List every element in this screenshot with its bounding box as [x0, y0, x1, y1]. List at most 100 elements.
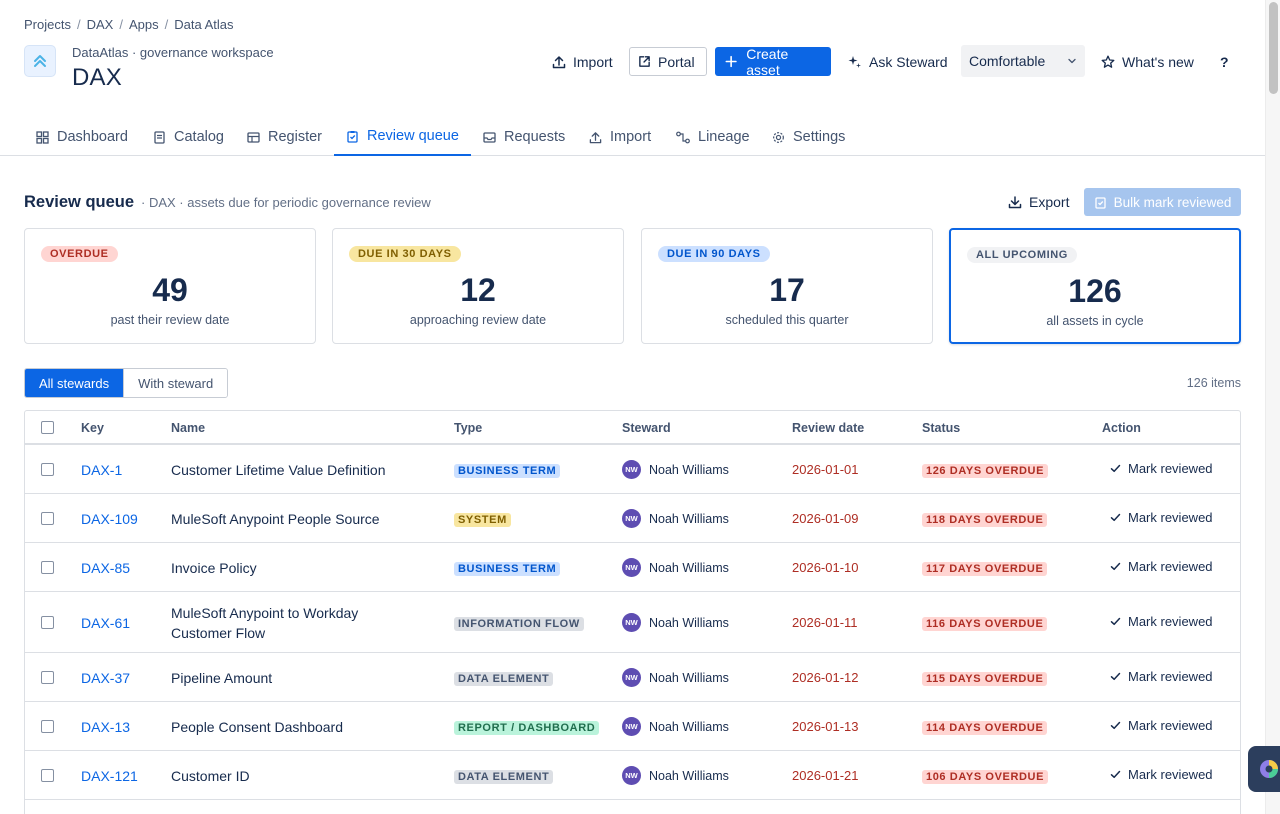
table-row[interactable]: DAX-109 MuleSoft Anypoint People Source SY…: [25, 494, 1240, 543]
table-row[interactable]: DAX-61 MuleSoft Anypoint to Workday Custo…: [25, 592, 1240, 653]
steward: NW Noah Williams: [622, 558, 729, 577]
tab-lineage[interactable]: Lineage: [664, 118, 762, 156]
column-header-review-date[interactable]: Review date: [792, 421, 865, 435]
tab-label: Catalog: [174, 129, 224, 145]
breadcrumb-dax[interactable]: DAX: [86, 17, 114, 32]
tab-catalog[interactable]: Catalog: [141, 118, 236, 156]
portal-button[interactable]: Portal: [629, 47, 707, 76]
asset-name[interactable]: Pipeline Amount: [171, 670, 273, 686]
asset-key-link[interactable]: DAX-61: [81, 615, 131, 631]
mark-reviewed-button[interactable]: Mark reviewed: [1110, 559, 1213, 574]
tab-label: Review queue: [367, 128, 459, 144]
stat-card-all-upcoming[interactable]: ALL UPCOMING 126 all assets in cycle: [949, 228, 1241, 344]
review-date: 2026-01-21: [792, 768, 859, 783]
status-badge: 117 DAYS OVERDUE: [922, 562, 1048, 576]
export-button-label: Export: [1029, 194, 1070, 210]
table-row[interactable]: DAX-13 People Consent Dashboard REPORT / D…: [25, 702, 1240, 751]
review-date: 2026-01-13: [792, 719, 859, 734]
page-scrollbar[interactable]: [1265, 0, 1280, 814]
bulk-mark-reviewed-button[interactable]: Bulk mark reviewed: [1084, 188, 1241, 216]
row-checkbox[interactable]: [41, 616, 54, 629]
avatar: NW: [622, 509, 641, 528]
column-header-key[interactable]: Key: [81, 421, 104, 435]
asset-key-link[interactable]: DAX-1: [81, 462, 123, 478]
column-header-name[interactable]: Name: [171, 421, 206, 435]
asset-name[interactable]: People Consent Dashboard: [171, 719, 344, 735]
breadcrumb-apps[interactable]: Apps: [128, 17, 159, 32]
row-checkbox[interactable]: [41, 769, 54, 782]
asset-name[interactable]: Customer ID: [171, 768, 250, 784]
mark-reviewed-button[interactable]: Mark reviewed: [1110, 669, 1213, 684]
bulk-mark-reviewed-label: Bulk mark reviewed: [1113, 194, 1232, 210]
stat-card-due-30-days[interactable]: DUE IN 30 DAYS 12 approaching review date: [332, 228, 624, 344]
mark-reviewed-button[interactable]: Mark reviewed: [1110, 614, 1213, 629]
help-button[interactable]: ?: [1212, 47, 1237, 76]
stat-card-overdue[interactable]: OVERDUE 49 past their review date: [24, 228, 316, 344]
row-checkbox[interactable]: [41, 720, 54, 733]
status-badge: 115 DAYS OVERDUE: [922, 672, 1048, 686]
check-icon: [1110, 513, 1121, 522]
breadcrumb: Projects / DAX / Apps / Data Atlas: [24, 17, 233, 32]
breadcrumb-data-atlas[interactable]: Data Atlas: [174, 17, 234, 32]
scrollbar-thumb[interactable]: [1269, 2, 1278, 94]
mark-reviewed-button[interactable]: Mark reviewed: [1110, 461, 1213, 476]
row-checkbox[interactable]: [41, 463, 54, 476]
import-button[interactable]: Import: [544, 47, 621, 76]
filter-with-steward[interactable]: With steward: [123, 369, 228, 397]
ask-steward-button[interactable]: Ask Steward: [840, 47, 956, 76]
stat-card-due-90-days[interactable]: DUE IN 90 DAYS 17 scheduled this quarter: [641, 228, 933, 344]
tab-settings[interactable]: Settings: [760, 118, 857, 156]
steward: NW Noah Williams: [622, 717, 729, 736]
whats-new-button-label: What's new: [1122, 53, 1194, 70]
column-header-action: Action: [1102, 421, 1141, 435]
asset-key-link[interactable]: DAX-85: [81, 560, 131, 576]
table-row[interactable]: DAX-1 Customer Lifetime Value Definition B…: [25, 445, 1240, 494]
filter-all-stewards[interactable]: All stewards: [25, 369, 124, 397]
asset-type-tag: DATA ELEMENT: [454, 770, 554, 784]
column-header-type[interactable]: Type: [454, 421, 483, 435]
asset-name[interactable]: Customer Lifetime Value Definition: [171, 462, 386, 478]
tab-import[interactable]: Import: [577, 118, 663, 156]
assistant-launcher[interactable]: [1248, 746, 1280, 792]
tab-bar: Dashboard Catalog Register Review queue …: [0, 118, 1265, 156]
breadcrumb-projects[interactable]: Projects: [24, 17, 71, 32]
asset-key-link[interactable]: DAX-13: [81, 719, 131, 735]
create-asset-button[interactable]: Create asset: [715, 46, 831, 78]
mark-reviewed-button[interactable]: Mark reviewed: [1110, 767, 1213, 782]
select-all-checkbox[interactable]: [41, 421, 54, 434]
density-select[interactable]: Comfortable: [961, 45, 1085, 77]
table-row[interactable]: DAX-37 Pipeline Amount DATA ELEMENT NW Noah …: [25, 653, 1240, 702]
whats-new-button[interactable]: What's new: [1093, 47, 1202, 76]
column-header-steward[interactable]: Steward: [622, 421, 671, 435]
check-icon: [1110, 770, 1121, 779]
row-checkbox[interactable]: [41, 512, 54, 525]
mark-reviewed-label: Mark reviewed: [1128, 510, 1213, 525]
asset-key-link[interactable]: DAX-121: [81, 768, 138, 784]
tab-review-queue[interactable]: Review queue: [334, 118, 471, 156]
steward: NW Noah Williams: [622, 613, 729, 632]
asset-name[interactable]: MuleSoft Anypoint People Source: [171, 511, 380, 527]
asset-key-link[interactable]: DAX-109: [81, 511, 138, 527]
avatar: NW: [622, 558, 641, 577]
avatar: NW: [622, 613, 641, 632]
export-button[interactable]: Export: [1002, 188, 1075, 216]
table-row[interactable]: DAX-85 Invoice Policy BUSINESS TERM NW Noah …: [25, 543, 1240, 592]
table-row[interactable]: [25, 800, 1240, 814]
table-row[interactable]: DAX-121 Customer ID DATA ELEMENT NW Noah Wil…: [25, 751, 1240, 800]
asset-name[interactable]: MuleSoft Anypoint to Workday Customer Fl…: [171, 605, 359, 641]
tab-label: Lineage: [698, 129, 750, 145]
steward-name: Noah Williams: [649, 560, 729, 575]
tab-register[interactable]: Register: [235, 118, 334, 156]
mark-reviewed-label: Mark reviewed: [1128, 669, 1213, 684]
row-checkbox[interactable]: [41, 671, 54, 684]
column-header-status[interactable]: Status: [922, 421, 961, 435]
row-checkbox[interactable]: [41, 561, 54, 574]
breadcrumb-separator: /: [76, 17, 81, 32]
mark-reviewed-button[interactable]: Mark reviewed: [1110, 718, 1213, 733]
asset-name[interactable]: Invoice Policy: [171, 560, 257, 576]
items-count: 126 items: [1186, 376, 1241, 390]
tab-dashboard[interactable]: Dashboard: [24, 118, 140, 156]
tab-requests[interactable]: Requests: [471, 118, 577, 156]
mark-reviewed-button[interactable]: Mark reviewed: [1110, 510, 1213, 525]
asset-key-link[interactable]: DAX-37: [81, 670, 131, 686]
